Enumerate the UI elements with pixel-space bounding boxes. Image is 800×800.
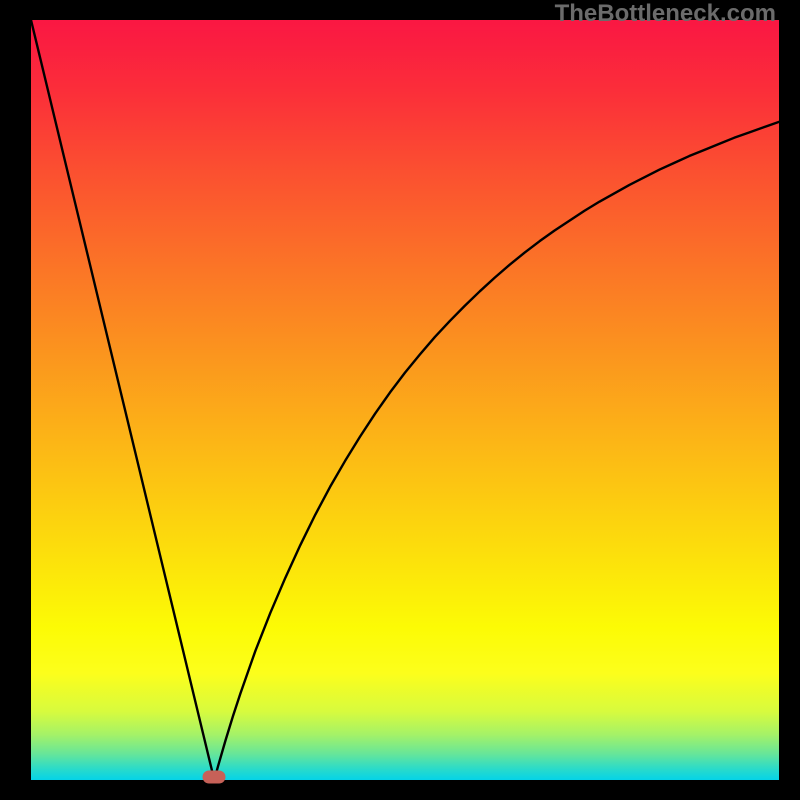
optimum-marker-pill xyxy=(203,770,226,783)
bottleneck-curve xyxy=(31,20,779,780)
plot-area xyxy=(31,20,779,780)
watermark-label: TheBottleneck.com xyxy=(555,0,776,28)
optimum-marker xyxy=(203,770,226,783)
chart-frame: TheBottleneck.com xyxy=(0,0,800,800)
